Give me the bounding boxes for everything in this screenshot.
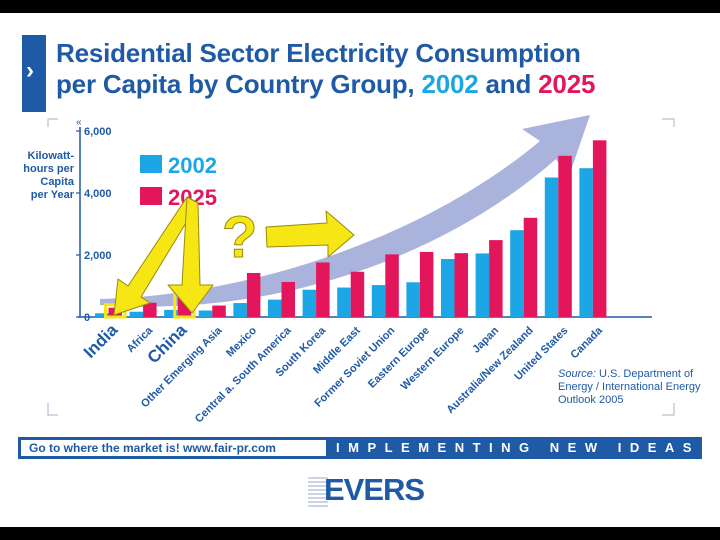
- bar-2002: [268, 299, 282, 317]
- title-line-2: per Capita by Country Group, 2002 and 20…: [56, 69, 696, 100]
- y-tick-label: 0: [84, 312, 90, 324]
- callout-arrow-icon: [265, 210, 355, 258]
- bar-2002: [371, 285, 386, 317]
- legend-swatch: [140, 155, 162, 173]
- bar-2025: [385, 254, 399, 317]
- x-tick-label: Western Europe: [399, 325, 467, 393]
- bar-2025: [419, 251, 434, 317]
- bar-2002: [406, 282, 420, 317]
- axis-break-icon: «: [76, 117, 82, 128]
- bar-2025: [558, 155, 572, 317]
- bar-2025: [454, 253, 468, 317]
- logo-text: EVERS: [324, 472, 425, 507]
- chart-title: Residential Sector Electricity Consumpti…: [56, 38, 696, 100]
- bar-2025: [212, 305, 226, 317]
- source-label: Source:: [558, 368, 596, 380]
- x-tick-label: Canada: [568, 324, 605, 361]
- bar-2025: [246, 272, 261, 317]
- legend-label: 2002: [168, 153, 217, 178]
- y-axis-label: Kilowatt- hours per Capita per Year: [8, 150, 74, 202]
- source-note: Source: U.S. Department of Energy / Inte…: [558, 368, 708, 407]
- banner-link-text[interactable]: Go to where the market is! www.fair-pr.c…: [21, 440, 326, 456]
- source-text: U.S. Department of Energy / Internationa…: [558, 368, 701, 406]
- y-axis-label-line: Kilowatt-: [27, 150, 74, 162]
- bar-2025: [523, 217, 538, 317]
- bar-2002: [337, 287, 351, 317]
- bar-2025: [592, 140, 607, 317]
- title-line-1: Residential Sector Electricity Consumpti…: [56, 38, 581, 68]
- bar-2002: [510, 230, 524, 317]
- banner-slogan: IMPLEMENTING NEW IDEAS: [336, 440, 696, 455]
- title-chevron-tab: ›: [22, 35, 46, 112]
- x-tick-label: India: [80, 320, 122, 362]
- x-tick-label: Japan: [470, 324, 501, 355]
- logo-stripes: [308, 477, 328, 507]
- bar-2025: [143, 302, 157, 317]
- x-tick-label: Mexico: [224, 324, 259, 359]
- y-axis-label-line: per Year: [30, 189, 74, 201]
- y-axis-label-line: Capita: [40, 176, 74, 188]
- bar-2002: [233, 303, 247, 317]
- growth-arrow: [100, 115, 590, 307]
- frame-corner: [47, 403, 58, 416]
- bar-2025: [489, 240, 503, 317]
- bar-2002: [95, 313, 109, 317]
- bar-2002: [544, 177, 559, 317]
- chevron-right-icon: ›: [26, 57, 34, 84]
- y-tick-label: 6,000: [84, 126, 112, 138]
- bar-2002: [198, 310, 213, 317]
- frame-corner: [47, 118, 58, 127]
- bar-2002: [302, 289, 317, 317]
- legend-swatch: [140, 187, 162, 205]
- bar-2002: [441, 259, 455, 317]
- y-tick-label: 4,000: [84, 188, 112, 200]
- footer-banner: Go to where the market is! www.fair-pr.c…: [18, 437, 702, 459]
- bar-2025: [350, 271, 365, 317]
- question-mark-icon: ?: [222, 205, 257, 270]
- bar-2002: [579, 168, 593, 317]
- title-year-2002: 2002: [421, 69, 479, 99]
- callout-arrow-icon: [167, 196, 214, 314]
- evers-logo: EVERS: [306, 468, 425, 516]
- slide: › Residential Sector Electricity Consump…: [0, 13, 720, 527]
- bar-2002: [164, 309, 178, 317]
- bar-2002: [129, 311, 144, 317]
- frame-corner: [662, 403, 675, 416]
- y-tick-label: 2,000: [84, 250, 112, 262]
- bar-2025: [281, 281, 295, 317]
- x-tick-label: Eastern Europe: [366, 325, 432, 391]
- title-and: and: [478, 69, 539, 99]
- title-year-2025: 2025: [538, 69, 596, 99]
- bar-2002: [475, 253, 490, 317]
- y-axis-label-line: hours per: [23, 163, 74, 175]
- frame-corner: [662, 118, 675, 127]
- bar-2025: [316, 262, 330, 317]
- title-line-2-prefix: per Capita by Country Group,: [56, 69, 422, 99]
